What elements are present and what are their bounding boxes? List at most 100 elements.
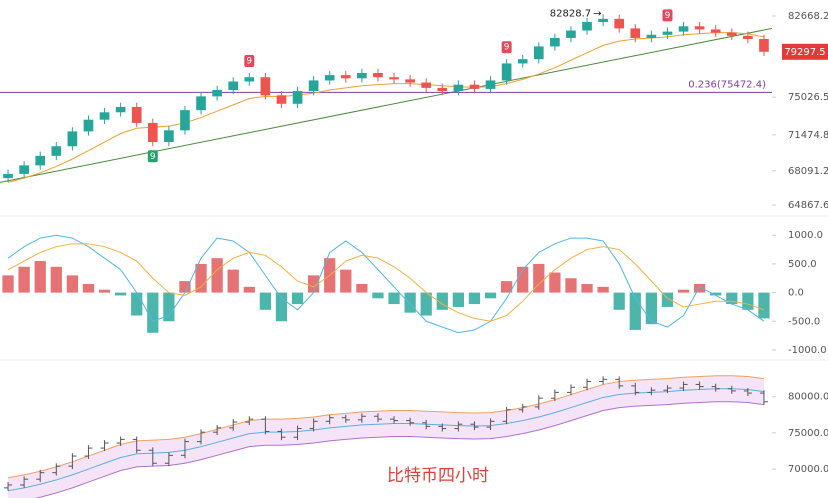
candle-body [373,72,383,78]
candle-body [389,77,399,80]
candle-body [453,84,464,92]
y-tick-label: 1000.0 [788,230,823,241]
candle-body [340,75,351,79]
y-tick-label: 75026.5 [788,92,828,103]
y-tick-label: 500.0 [788,259,817,270]
candle-body [598,18,608,23]
histogram-bar [34,261,46,293]
macd-line [7,243,765,322]
y-tick-label: 80000.0 [788,392,828,403]
price-panel: 9 9 9 9 [0,9,772,183]
histogram-bar [597,286,609,293]
candle-body [357,72,367,79]
candle-body [759,39,769,52]
histogram-bar [549,272,561,293]
histogram-bar [114,292,127,296]
candle-body [501,63,512,81]
candle-body [3,173,13,179]
histogram-bar [661,292,674,307]
candle-body [743,35,753,40]
macd-line [7,234,765,334]
candle-body [517,59,528,64]
histogram-bar [372,292,384,299]
candle-body [324,75,335,81]
histogram-bar [742,292,754,310]
candle-body [614,18,625,29]
histogram-bar [307,275,320,293]
candle-body [147,122,158,143]
histogram-bar [98,289,111,293]
candle-body [164,130,174,143]
signal-box [244,54,255,67]
histogram-bar [131,292,143,316]
y-tick-label: 75000.0 [788,428,828,439]
histogram-bar [468,292,481,305]
chart-title: 比特币四小时 [387,466,489,486]
histogram-bar [163,292,175,322]
histogram-bar [275,292,288,322]
candle-body [694,26,705,30]
high-label: 82828.7 [550,8,591,19]
y-tick-label: 68091.2 [788,166,828,177]
histogram-bar [629,292,641,330]
signal-label: 9 [246,56,252,66]
y-tick-label: 71474.8 [788,130,828,141]
histogram-bar [227,269,239,293]
candle-body [244,77,255,82]
histogram-bar [50,266,62,293]
histogram-bar [195,263,207,293]
candle-body [131,106,142,123]
candle-body [308,80,319,92]
candle-body [726,32,737,36]
histogram-bar [243,286,255,293]
histogram-bar [581,283,593,293]
candle-body [35,155,46,166]
histogram-bar [613,292,625,310]
upper-band [7,375,765,479]
histogram-bar [677,289,690,293]
histogram-bar [340,269,352,293]
signal-label: 9 [665,11,671,21]
histogram-bar [388,292,400,305]
candle-body [99,112,110,120]
bollinger-panel [4,375,768,498]
candle-body [67,131,78,147]
histogram-bar [517,266,529,293]
candle-body [276,95,287,104]
middle-band [7,388,765,492]
axes: 82668.2 75026.5 71474.8 68091.2 64867.6 1000.… [550,8,828,475]
histogram-bar [291,292,304,305]
candle-body [646,34,657,38]
y-tick-label: 64867.6 [788,200,828,211]
high-arrow: → [593,8,601,19]
histogram-bar [484,292,497,299]
histogram-bar [404,292,416,313]
candle-body [405,79,415,83]
candle-body [469,84,480,89]
lower-band [34,401,765,498]
histogram-bar [211,258,223,293]
candle-body [180,110,190,131]
histogram-bar [82,283,95,293]
candle-body [228,81,239,90]
histogram-bar [645,292,658,325]
candle-body [292,91,303,104]
candle-body [421,82,432,88]
candle-body [19,165,29,174]
histogram-bar [147,292,159,333]
candle-body [260,77,271,96]
candle-body [678,26,689,32]
signal-box [662,9,673,22]
signal-box [501,41,512,54]
candle-body [51,146,62,156]
candle-body [212,89,222,97]
histogram-bar [356,283,368,293]
candle-body [566,30,576,38]
histogram-bar [18,266,30,293]
fib-label: 0.236(75472.4) [688,79,766,90]
candle-body [550,37,560,47]
trendline [0,27,772,183]
histogram-bar [436,292,448,310]
histogram-bar [259,292,272,310]
